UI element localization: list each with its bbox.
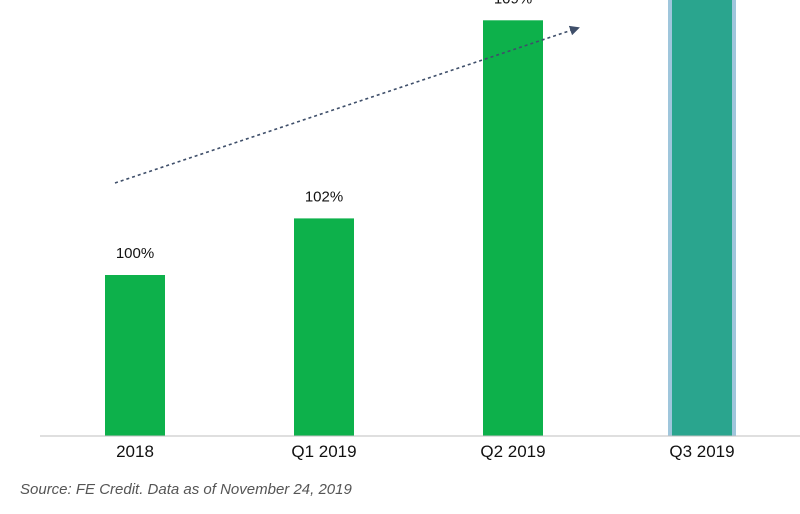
- x-tick-label: Q2 2019: [480, 442, 545, 461]
- bar-2018: [105, 275, 165, 436]
- bar-q3-2019: [672, 0, 732, 437]
- bars-layer: [105, 0, 736, 437]
- x-tick-label: Q3 2019: [669, 442, 734, 461]
- x-tick-label: 2018: [116, 442, 154, 461]
- source-note: Source: FE Credit. Data as of November 2…: [20, 481, 352, 498]
- bar-q2-2019: [483, 20, 543, 437]
- data-label: 102%: [305, 188, 343, 205]
- x-tick-label: Q1 2019: [291, 442, 356, 461]
- data-label: 100%: [116, 245, 154, 262]
- data-label: 109%: [494, 0, 532, 7]
- bar-q1-2019: [294, 218, 354, 436]
